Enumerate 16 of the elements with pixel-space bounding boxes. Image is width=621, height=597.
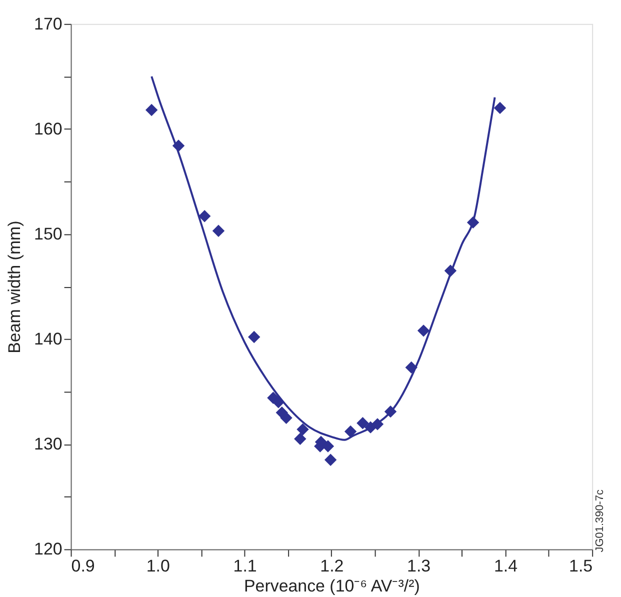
- text: JG01.390-7c: [594, 488, 606, 552]
- y-tick-label: 170: [34, 14, 62, 34]
- x-tick-label: 1.3: [407, 556, 431, 576]
- y-tick-label: 150: [34, 224, 62, 244]
- x-tick-label: 1.4: [494, 556, 518, 576]
- x-tick-label: 1.1: [233, 556, 257, 576]
- x-tick-label: 1.2: [320, 556, 344, 576]
- y-tick-label: 140: [34, 330, 62, 349]
- x-tick-label: 1.5: [569, 556, 593, 576]
- x-tick-label: 1.0: [146, 556, 170, 576]
- y-tick-label: 120: [34, 540, 62, 559]
- x-tick-label: 0.9: [71, 556, 95, 576]
- x-axis-title: Perveance (10⁻⁶ AV⁻³/²): [244, 576, 420, 596]
- y-axis-title: Beam width (mm): [5, 220, 24, 354]
- y-tick-label: 160: [34, 119, 62, 138]
- y-tick-label: 130: [34, 434, 62, 454]
